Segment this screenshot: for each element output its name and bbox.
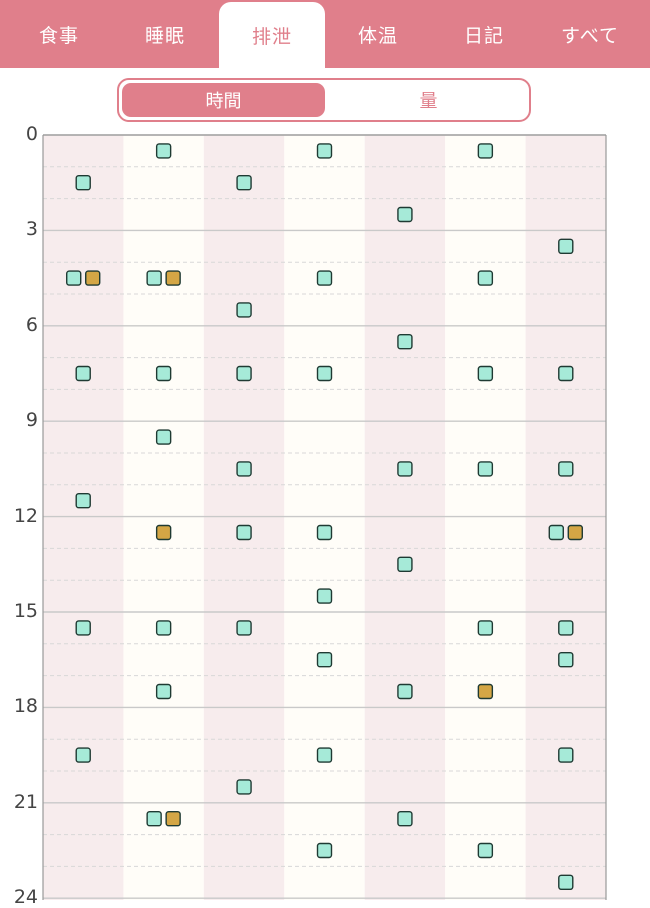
- urine-marker: [236, 365, 252, 382]
- urine-marker: [155, 429, 172, 445]
- stool-marker: [165, 811, 181, 827]
- y-tick-label: 12: [13, 504, 38, 527]
- urine-marker: [316, 365, 333, 382]
- urine-marker: [397, 206, 413, 223]
- urine-marker: [477, 461, 494, 477]
- urine-marker: [477, 365, 494, 382]
- y-tick-label: 24: [13, 886, 38, 908]
- top-tab-bar: 食事 睡眠 排泄 体温 日記 すべて: [0, 0, 650, 68]
- urine-marker: [548, 524, 564, 541]
- segment-time-button[interactable]: 時間: [122, 83, 325, 117]
- urine-marker: [155, 365, 172, 382]
- urine-marker: [236, 524, 252, 541]
- tab-diary[interactable]: 日記: [463, 24, 504, 47]
- urine-marker: [146, 270, 162, 286]
- urine-marker: [316, 588, 333, 604]
- urine-marker: [75, 365, 91, 382]
- urine-marker: [316, 747, 333, 763]
- urine-marker: [316, 270, 333, 286]
- tab-sleep[interactable]: 睡眠: [144, 24, 185, 47]
- urine-marker: [558, 238, 574, 255]
- urine-marker: [558, 747, 574, 763]
- tab-meal[interactable]: 食事: [38, 24, 79, 47]
- tab-temperature[interactable]: 体温: [357, 24, 398, 47]
- urine-marker: [155, 683, 172, 700]
- urine-marker: [236, 174, 252, 191]
- day-column-stripe: [123, 135, 204, 900]
- segment-amount-button[interactable]: 量: [419, 91, 438, 112]
- urine-marker: [558, 365, 574, 382]
- y-tick-label: 9: [25, 409, 38, 432]
- urine-marker: [558, 652, 574, 668]
- urine-marker: [397, 811, 413, 827]
- stool-marker: [165, 270, 181, 286]
- urine-marker: [558, 620, 574, 636]
- urine-marker: [397, 334, 413, 350]
- y-tick-label: 15: [13, 600, 38, 622]
- urine-marker: [397, 556, 413, 572]
- urine-marker: [155, 143, 172, 159]
- urine-marker: [316, 143, 333, 159]
- urine-marker: [146, 811, 162, 827]
- view-mode-toggle: 時間 量: [117, 78, 531, 122]
- urine-marker: [558, 461, 574, 477]
- day-column-stripe: [43, 135, 124, 900]
- urine-marker: [477, 842, 494, 859]
- urine-marker: [316, 652, 333, 668]
- urine-marker: [236, 461, 252, 477]
- y-tick-label: 18: [13, 695, 38, 718]
- urine-marker: [477, 143, 494, 159]
- day-column-stripe: [445, 135, 526, 900]
- stool-marker: [85, 270, 101, 286]
- y-tick-label: 3: [25, 218, 38, 241]
- tab-all[interactable]: すべて: [561, 24, 619, 47]
- day-column-stripe: [284, 135, 365, 900]
- urine-marker: [477, 620, 494, 636]
- urine-marker: [236, 779, 252, 795]
- urine-marker: [236, 620, 252, 636]
- urine-marker: [155, 620, 172, 636]
- stool-marker: [567, 524, 583, 541]
- y-tick-label: 21: [13, 790, 38, 813]
- urine-marker: [558, 874, 574, 890]
- stool-marker: [477, 683, 494, 700]
- urine-marker: [316, 524, 333, 541]
- stool-marker: [155, 524, 172, 541]
- y-tick-label: 6: [25, 313, 38, 336]
- urine-marker: [477, 270, 494, 286]
- urine-marker: [236, 302, 252, 318]
- urine-marker: [397, 683, 413, 700]
- tab-excretion[interactable]: 排泄: [219, 2, 325, 68]
- urine-marker: [75, 620, 91, 636]
- urine-marker: [66, 270, 82, 286]
- urine-marker: [75, 747, 91, 763]
- urine-marker: [316, 842, 333, 859]
- urine-marker: [75, 493, 91, 509]
- urine-marker: [397, 461, 413, 477]
- urine-marker: [75, 174, 91, 191]
- y-tick-label: 0: [25, 123, 38, 145]
- day-column-stripe: [364, 135, 446, 900]
